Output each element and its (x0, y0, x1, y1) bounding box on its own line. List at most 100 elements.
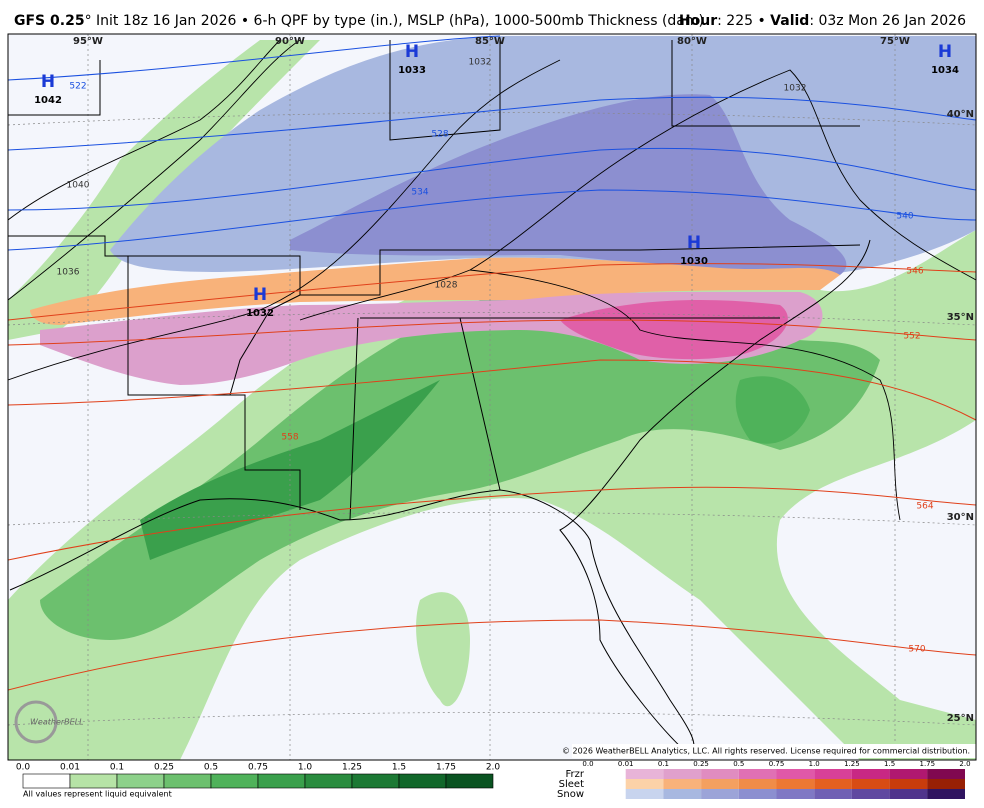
type-swatch (776, 779, 815, 789)
logo-icon (14, 700, 58, 744)
type-swatch (814, 769, 852, 779)
lon-label: 95°W (73, 36, 103, 47)
copyright: © 2026 WeatherBELL Analytics, LLC. All r… (562, 747, 970, 756)
header-valid: Hour: 225 • Valid: 03z Mon 26 Jan 2026 (679, 13, 966, 29)
isobar-label: 1032 (784, 84, 807, 94)
type-swatch (814, 789, 852, 799)
thickness-label: 528 (431, 130, 448, 140)
mixed-tick-label: 1.0 (809, 760, 820, 768)
rain-tick-label: 1.0 (298, 763, 313, 773)
lat-lon-grid (8, 34, 976, 760)
rain-tick-label: 1.5 (392, 763, 406, 773)
isobar-label: 1040 (67, 181, 90, 191)
rain-swatch (398, 773, 447, 789)
rain-tick-label: 0.5 (204, 763, 218, 773)
rain-tick-label: 1.75 (436, 763, 456, 773)
rain-tick-label: 0.01 (60, 763, 80, 773)
lat-label: 25°N (947, 713, 974, 724)
rain-tick-label: 0.75 (248, 763, 268, 773)
lon-label: 85°W (475, 36, 505, 47)
rain-moderate-area (40, 291, 880, 640)
rain-swatch (69, 773, 118, 789)
rain-swatch (445, 773, 494, 789)
thickness-label: 570 (908, 645, 925, 655)
rain-swatch (304, 773, 353, 789)
hour-label: Hour (679, 13, 717, 29)
type-swatch (851, 779, 890, 789)
type-swatch (663, 769, 702, 779)
mixed-tick-label: 1.75 (920, 760, 936, 768)
thickness-red (8, 263, 976, 691)
rain-light-gulf (416, 592, 470, 707)
high-pressure: 1034 (931, 65, 959, 76)
mixed-tick-label: 1.5 (884, 760, 895, 768)
mixed-tick-label: 0.01 (618, 760, 634, 768)
lat-label: 35°N (947, 312, 974, 323)
copyright-bg (572, 744, 976, 758)
type-label: Sleet (559, 779, 584, 790)
lat-label: 30°N (947, 512, 974, 523)
isobar-label: 1028 (435, 281, 458, 291)
mixed-tick-label: 0.5 (733, 760, 744, 768)
mixed-tick-label: 2.0 (959, 760, 970, 768)
hour-text: : 225 • (717, 13, 770, 29)
borders (8, 40, 871, 756)
lon-label: 75°W (880, 36, 910, 47)
type-label: Frzr (566, 769, 585, 780)
thickness-label: 552 (903, 332, 920, 342)
thickness-label: 534 (411, 188, 428, 198)
thickness-label: 558 (281, 433, 298, 443)
rain-tick-label: 0.0 (16, 763, 31, 773)
snow-moderate-area (290, 94, 847, 276)
high-symbol: H (687, 233, 701, 253)
mixed-tick-label: 0.75 (769, 760, 785, 768)
type-swatch (851, 769, 890, 779)
type-swatch (927, 789, 965, 799)
thickness-label: 522 (69, 82, 86, 92)
type-swatch (663, 779, 702, 789)
rain-swatch (257, 773, 306, 789)
rain-tick-label: 0.1 (110, 763, 124, 773)
model-name: GFS 0.25 (14, 13, 85, 29)
high-symbol: H (405, 42, 419, 62)
type-swatch (701, 779, 739, 789)
thickness-blue (8, 35, 976, 251)
rain-tick-label: 0.25 (154, 763, 174, 773)
type-swatch (776, 789, 815, 799)
high-symbol: H (253, 285, 267, 305)
high-pressure: 1032 (246, 308, 274, 319)
high-pressure: 1030 (680, 256, 708, 267)
isobar-label: 1032 (469, 58, 492, 68)
lon-label: 80°W (677, 36, 707, 47)
thickness-label: 540 (896, 212, 913, 222)
type-swatch (776, 769, 815, 779)
thickness-label: 546 (906, 267, 923, 277)
rain-swatch (351, 773, 400, 789)
type-swatch (625, 769, 664, 779)
type-swatch (663, 789, 702, 799)
mixed-tick-label: 0.1 (658, 760, 669, 768)
thickness-label: 564 (916, 502, 933, 512)
type-swatch (738, 769, 777, 779)
valid-label: Valid (770, 13, 809, 29)
isobars (8, 39, 976, 521)
high-pressure: 1042 (34, 95, 62, 106)
logo: WeatherBELL (30, 718, 84, 727)
type-swatch (889, 779, 928, 789)
legend: 0.0 0.01 0.1 0.25 0.5 0.75 1.0 1.25 1.5 1.75 2.0 Al… (16, 760, 971, 800)
legend-note: All values represent liquid equivalent (23, 790, 172, 799)
type-swatch (851, 789, 890, 799)
type-swatch (701, 769, 739, 779)
type-swatch (814, 779, 852, 789)
type-swatch (625, 779, 664, 789)
mixed-tick-label: 0.0 (582, 760, 593, 768)
type-swatch (738, 789, 777, 799)
rain-heavy-offshore (735, 376, 810, 444)
rain-swatch (116, 773, 165, 789)
high-symbol: H (41, 72, 55, 92)
type-swatch (927, 769, 965, 779)
type-label: Snow (557, 789, 584, 800)
isobar-label: 1036 (57, 268, 80, 278)
mixed-tick-label: 0.25 (693, 760, 709, 768)
